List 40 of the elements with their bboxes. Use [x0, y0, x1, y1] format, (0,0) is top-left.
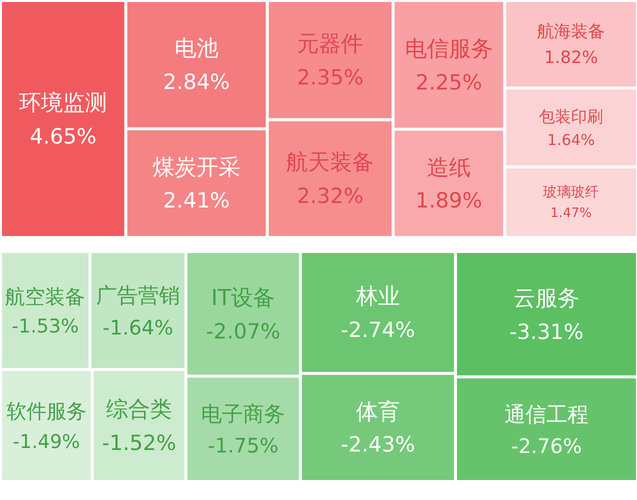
data-label: 4.65%	[30, 124, 97, 149]
category-label: 航天装备	[286, 150, 374, 176]
data-label: 1.82%	[544, 48, 598, 68]
category-label: 玻璃玻纤	[543, 184, 600, 200]
category-label: 电子商务	[201, 402, 286, 426]
data-label: 1.64%	[547, 131, 595, 150]
data-label: -1.52%	[102, 431, 176, 456]
data-label: 2.84%	[163, 70, 230, 94]
data-label: -2.07%	[206, 319, 280, 344]
category-label: 环境监测	[19, 91, 108, 116]
category-label: 广告营销	[96, 283, 180, 308]
category-label: IT设备	[211, 286, 276, 311]
data-label: -1.64%	[102, 316, 174, 340]
category-label: 电信服务	[404, 37, 493, 62]
category-label: 航海装备	[537, 22, 606, 42]
data-label: -2.74%	[340, 318, 416, 342]
data-label: -2.76%	[511, 434, 582, 458]
data-label: -1.75%	[208, 434, 279, 458]
category-label: 综合类	[106, 398, 172, 423]
category-label: 元器件	[297, 32, 364, 58]
category-label: 煤炭开采	[152, 155, 241, 180]
category-label: 林业	[354, 284, 400, 310]
data-label: 2.41%	[163, 188, 230, 213]
category-label: 体育	[356, 398, 400, 425]
data-label: 1.89%	[416, 188, 482, 213]
data-label: -1.49%	[12, 430, 80, 453]
data-label: -2.43%	[340, 432, 416, 457]
data-label: -1.53%	[12, 315, 79, 338]
category-label: 造纸	[426, 156, 471, 181]
data-label: 1.47%	[550, 206, 592, 221]
data-label: 2.25%	[416, 70, 482, 94]
category-label: 电池	[174, 36, 219, 62]
data-label: -3.31%	[509, 320, 584, 344]
category-label: 云服务	[513, 286, 580, 312]
category-label: 包装印刷	[539, 106, 604, 126]
category-label: 航空装备	[5, 284, 86, 309]
category-label: 软件服务	[6, 399, 86, 424]
category-label: 通信工程	[504, 402, 588, 427]
data-label: 2.32%	[296, 184, 364, 208]
data-label: 2.35%	[296, 66, 364, 90]
